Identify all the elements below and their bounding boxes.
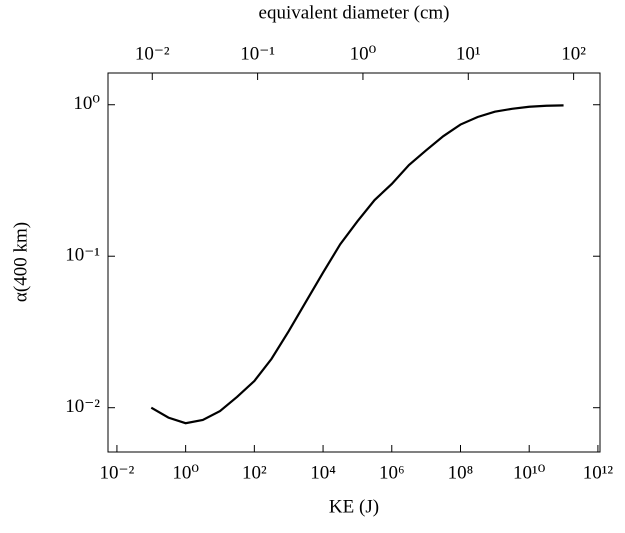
y-tick-label: 10⁰ bbox=[73, 93, 100, 114]
y-tick-label: 10⁻¹ bbox=[65, 245, 100, 266]
y-axis-title: α(400 km) bbox=[10, 222, 31, 302]
x-tick-label: 10⁸ bbox=[448, 462, 474, 483]
x-axis-title: KE (J) bbox=[329, 496, 379, 517]
data-line bbox=[150, 104, 564, 425]
x-tick-label: 10¹² bbox=[583, 462, 614, 483]
x2-tick-label: 10⁰ bbox=[350, 43, 377, 64]
y-tick-label: 10⁻² bbox=[65, 396, 100, 417]
x2-tick-label: 10⁻¹ bbox=[240, 43, 275, 64]
x-tick-label: 10⁰ bbox=[172, 462, 199, 483]
x2-tick-label: 10¹ bbox=[456, 43, 481, 64]
x-tick-label: 10⁶ bbox=[379, 462, 405, 483]
x-tick-label: 10² bbox=[242, 462, 267, 483]
plot-frame bbox=[107, 72, 601, 453]
x-tick-label: 10⁴ bbox=[310, 462, 336, 483]
x2-tick-label: 10⁻² bbox=[135, 43, 170, 64]
x-tick-label: 10¹⁰ bbox=[513, 462, 546, 483]
x2-axis-title: equivalent diameter (cm) bbox=[259, 2, 450, 23]
x-tick-label: 10⁻² bbox=[100, 462, 135, 483]
x2-tick-label: 10² bbox=[561, 43, 586, 64]
